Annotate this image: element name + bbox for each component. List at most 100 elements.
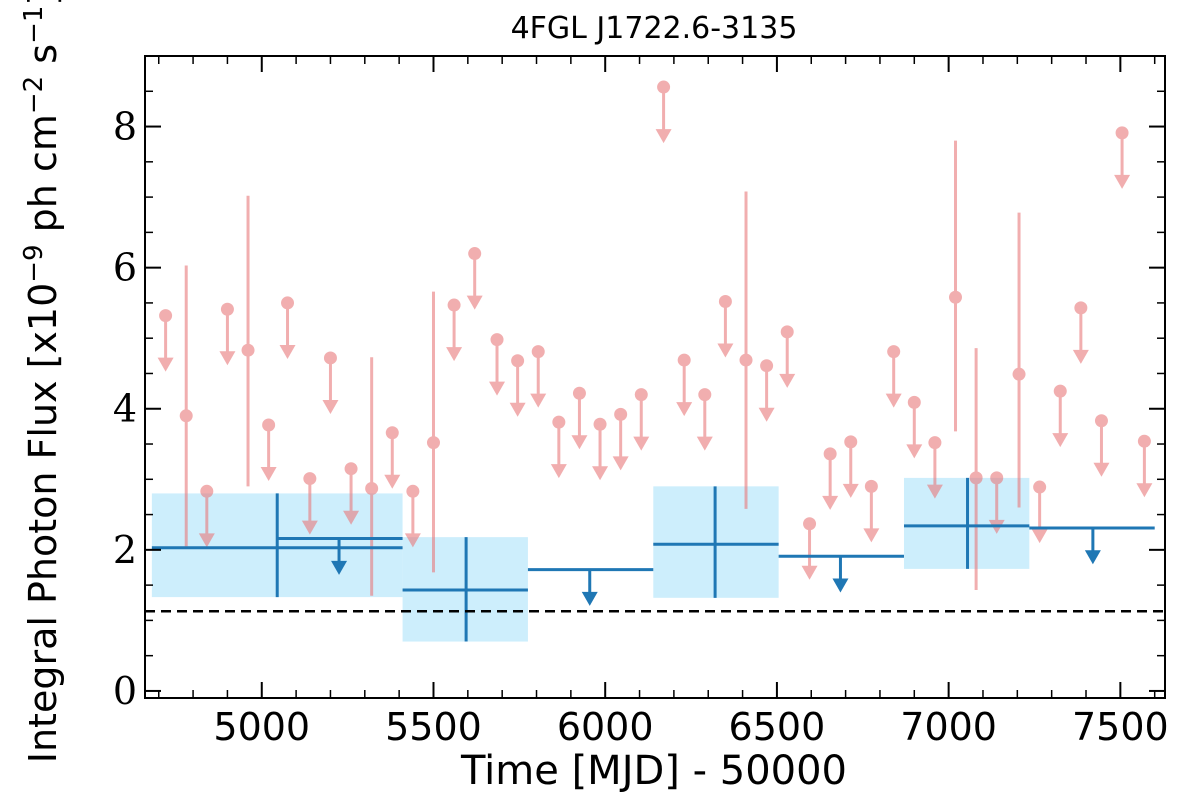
short-bin-point-15 (468, 247, 482, 261)
short-bin-arrow-head-15 (466, 295, 483, 310)
y-axis-label-mid2: s (21, 44, 65, 76)
short-bin-arrow-head-14 (446, 347, 463, 362)
x-axis-label: Time [MJD] - 50000 (460, 748, 847, 794)
y-axis-label-main: Integral Photon Flux [x10 (21, 283, 65, 764)
y-tick-label-3: 6 (113, 246, 137, 290)
y-axis-label-mid: ph cm (21, 114, 65, 244)
short-bin-45 (1093, 414, 1110, 477)
short-bin-7 (301, 472, 318, 535)
short-bin-9 (343, 462, 360, 525)
short-bin-35 (885, 345, 902, 408)
short-bin-point-28 (739, 353, 753, 367)
short-bin-arrow-head-34 (863, 528, 880, 543)
short-bin-arrow-head-2 (198, 533, 215, 548)
x-tick-label-4: 7000 (900, 705, 997, 749)
y-axis-label-exp1: −9 (19, 244, 49, 282)
short-bin-arrow-head-11 (384, 474, 401, 489)
short-bin-point-36 (907, 395, 921, 409)
short-bin-arrow-head-46 (1114, 174, 1131, 189)
y-tick-label-2: 4 (113, 387, 137, 431)
short-bin-point-14 (447, 298, 461, 312)
short-bin-point-40 (990, 471, 1004, 485)
short-bin-arrow-head-30 (779, 373, 796, 388)
short-bin-arrow-head-44 (1072, 349, 1089, 364)
short-bin-arrow-head-42 (1031, 529, 1048, 544)
short-bin-point-17 (511, 354, 525, 368)
short-bin-27 (717, 295, 734, 358)
short-bin-arrow-head-24 (655, 129, 672, 144)
short-bin-24 (655, 80, 672, 144)
short-bin-11 (384, 426, 401, 489)
short-bin-arrow-head-35 (885, 393, 902, 408)
short-bin-14 (446, 298, 463, 362)
short-bin-point-0 (159, 309, 173, 323)
short-bin-22 (612, 407, 629, 471)
short-bin-20 (571, 386, 588, 450)
long-bin-ul-head-3 (581, 591, 598, 606)
short-bin-point-24 (657, 80, 671, 94)
short-bin-point-18 (531, 345, 545, 359)
short-bin-point-32 (823, 447, 837, 461)
short-bin-arrow-head-0 (157, 357, 174, 372)
short-bin-point-47 (1137, 434, 1151, 448)
short-bin-arrow-head-17 (509, 402, 526, 417)
short-bin-arrow-head-7 (301, 520, 318, 535)
short-bin-point-27 (718, 295, 732, 309)
short-bin-33 (842, 435, 859, 498)
x-tick-label-5: 7500 (1072, 705, 1169, 749)
short-bin-34 (863, 479, 880, 543)
short-bin-arrow-head-8 (322, 399, 339, 414)
short-bin-arrow-head-21 (592, 466, 609, 481)
short-bin-point-22 (614, 407, 628, 421)
short-bin-arrow-head-9 (343, 510, 360, 525)
short-bin-point-5 (262, 418, 276, 432)
short-bin-point-2 (200, 484, 214, 498)
short-bin-3 (219, 302, 236, 366)
short-bin-1 (179, 265, 193, 547)
axis-ticks: 5000 5500 6000 6500 7000 7500 0 2 4 6 8 (113, 56, 1169, 749)
short-bin-point-35 (887, 345, 901, 359)
short-bin-arrow-head-45 (1093, 462, 1110, 477)
short-bin-arrow-head-31 (801, 565, 818, 580)
y-tick-label-0: 0 (113, 669, 137, 713)
short-bin-5 (260, 418, 277, 482)
chart-title: 4FGL J1722.6-3135 (511, 11, 798, 46)
short-bin-18 (530, 345, 547, 408)
short-bin-8 (322, 351, 339, 414)
short-bin-arrow-head-5 (260, 467, 277, 482)
short-bin-point-25 (677, 353, 691, 367)
short-bin-arrow-head-27 (717, 343, 734, 358)
short-bin-point-29 (760, 359, 774, 373)
short-bin-point-8 (323, 351, 337, 365)
short-bin-38 (949, 140, 963, 432)
short-bin-25 (676, 353, 693, 417)
y-axis-label-exp2: −2 (19, 76, 49, 114)
y-tick-label-4: 8 (113, 105, 137, 149)
short-bin-arrow-head-36 (906, 444, 923, 459)
short-bin-32 (822, 447, 839, 510)
plot-frame (144, 55, 1166, 699)
short-bin-28 (739, 191, 753, 509)
short-bin-point-26 (698, 388, 712, 402)
short-bin-point-20 (572, 386, 586, 400)
long-bin-ul-head-7 (1084, 550, 1101, 565)
short-bin-10 (365, 357, 379, 596)
short-bin-30 (779, 325, 796, 388)
short-bin-point-16 (490, 333, 504, 347)
short-bin-42 (1031, 480, 1048, 544)
short-bin-point-3 (220, 302, 234, 316)
short-bin-39 (969, 348, 983, 591)
short-bin-15 (466, 247, 483, 310)
y-axis-label: Integral Photon Flux [x10−9 ph cm−2 s−1] (19, 0, 65, 763)
x-tick-label-0: 5000 (213, 705, 310, 749)
short-bin-point-9 (344, 462, 358, 476)
long-bin-ul-head-1 (331, 560, 348, 575)
short-bin-arrow-head-37 (926, 484, 943, 499)
short-bin-arrow-head-19 (550, 464, 567, 479)
x-tick-label-1: 5500 (385, 705, 482, 749)
short-bin-point-10 (365, 481, 379, 495)
short-bin-arrow-head-29 (758, 407, 775, 422)
short-bin-16 (489, 333, 506, 396)
short-bin-46 (1114, 126, 1131, 189)
